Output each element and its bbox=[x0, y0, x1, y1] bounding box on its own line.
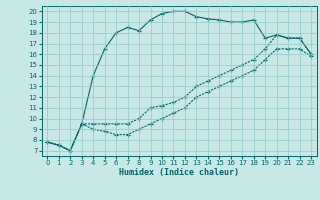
X-axis label: Humidex (Indice chaleur): Humidex (Indice chaleur) bbox=[119, 168, 239, 177]
